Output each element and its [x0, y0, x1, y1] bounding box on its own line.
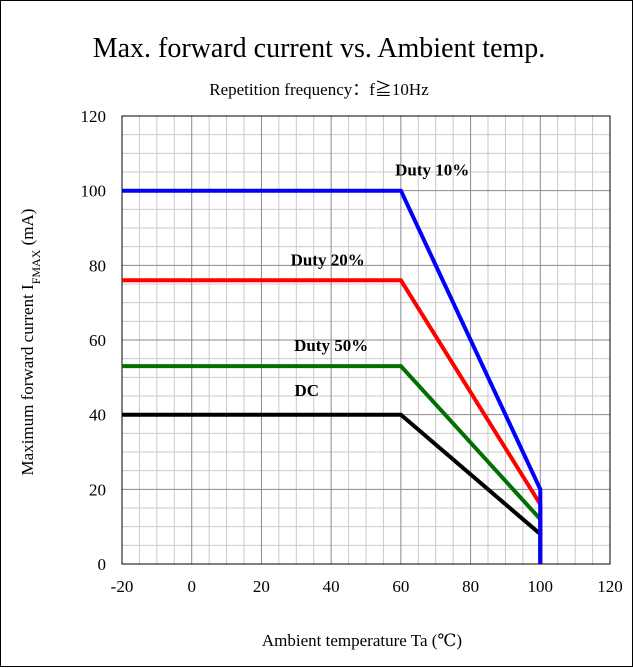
y-axis-label-prefix: Maximum forward current I: [18, 284, 37, 476]
x-tick-label: 100: [528, 577, 554, 596]
y-tick-label: 60: [89, 331, 106, 350]
y-axis-label-subscript: FMAX: [29, 249, 43, 284]
y-tick-label: 120: [81, 107, 107, 126]
y-tick-label: 20: [89, 480, 106, 499]
series-labels: Duty 10% Duty 20% Duty 50% DC: [291, 161, 470, 400]
y-tick-label: 40: [89, 406, 106, 425]
y-tick-label: 0: [98, 555, 107, 574]
x-tick-label: 0: [187, 577, 196, 596]
y-axis-label-suffix: (mA): [18, 209, 37, 250]
x-tick-label: 120: [597, 577, 623, 596]
x-tick-label: -20: [111, 577, 134, 596]
chart-subtitle: Repetition frequency：f≧10Hz: [209, 80, 429, 99]
x-axis-ticks: -20 0 20 40 60 80 100 120: [111, 577, 623, 596]
y-tick-label: 100: [81, 182, 107, 201]
series-layer: [122, 188, 543, 564]
series-line: [122, 188, 543, 564]
plot-area-border: [121, 115, 611, 565]
x-tick-label: 80: [462, 577, 479, 596]
series-label: DC: [294, 381, 319, 400]
x-tick-label: 40: [323, 577, 340, 596]
y-tick-label: 80: [89, 256, 106, 275]
x-tick-label: 20: [253, 577, 270, 596]
series-label: Duty 20%: [291, 250, 365, 269]
x-tick-label: 60: [392, 577, 409, 596]
series-label: Duty 10%: [395, 161, 469, 180]
y-axis-ticks: 0 20 40 60 80 100 120: [81, 107, 107, 574]
series-label: Duty 50%: [294, 336, 368, 355]
y-axis-label: Maximum forward current IFMAX (mA): [18, 209, 43, 476]
chart-title: Max. forward current vs. Ambient temp.: [93, 33, 546, 64]
x-axis-label: Ambient temperature Ta (℃): [262, 631, 462, 650]
